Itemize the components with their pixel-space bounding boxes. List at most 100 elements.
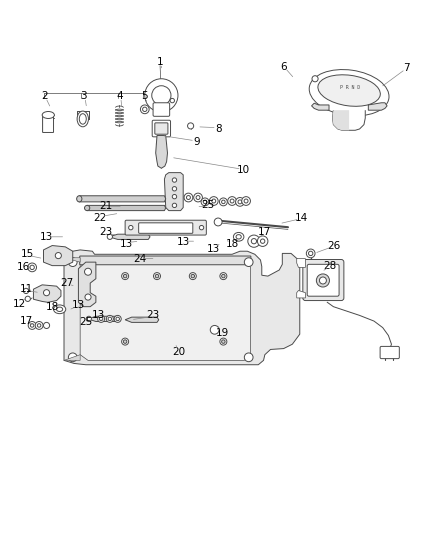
- Ellipse shape: [233, 232, 244, 241]
- Circle shape: [30, 324, 34, 327]
- Circle shape: [238, 200, 242, 204]
- Polygon shape: [109, 234, 150, 239]
- Circle shape: [172, 195, 177, 199]
- Circle shape: [107, 234, 113, 239]
- Polygon shape: [77, 196, 166, 202]
- Text: 16: 16: [17, 262, 30, 272]
- Text: 9: 9: [193, 137, 200, 147]
- Polygon shape: [33, 285, 61, 302]
- Circle shape: [172, 203, 177, 207]
- Circle shape: [194, 193, 202, 202]
- Circle shape: [85, 268, 92, 275]
- Ellipse shape: [152, 86, 171, 105]
- Text: 22: 22: [94, 213, 107, 223]
- Ellipse shape: [145, 79, 178, 112]
- Circle shape: [214, 218, 222, 226]
- Circle shape: [124, 340, 127, 343]
- Circle shape: [155, 274, 159, 278]
- Circle shape: [258, 236, 268, 246]
- Circle shape: [55, 253, 61, 259]
- Text: 4: 4: [116, 91, 123, 101]
- Polygon shape: [88, 316, 121, 321]
- FancyBboxPatch shape: [155, 123, 168, 134]
- Text: 3: 3: [80, 91, 87, 101]
- FancyBboxPatch shape: [307, 264, 339, 296]
- Circle shape: [122, 272, 129, 280]
- Ellipse shape: [309, 70, 389, 116]
- Text: 27: 27: [60, 278, 74, 288]
- Text: 10: 10: [237, 165, 250, 175]
- Polygon shape: [125, 317, 159, 322]
- Polygon shape: [297, 290, 305, 298]
- FancyBboxPatch shape: [139, 223, 193, 233]
- Circle shape: [153, 272, 160, 280]
- Polygon shape: [164, 173, 183, 211]
- Text: P R N D: P R N D: [340, 85, 360, 90]
- Circle shape: [209, 197, 218, 205]
- Circle shape: [350, 92, 354, 96]
- Text: 25: 25: [201, 200, 215, 211]
- Text: 13: 13: [207, 244, 220, 254]
- Polygon shape: [297, 259, 305, 268]
- Circle shape: [210, 326, 219, 334]
- Polygon shape: [155, 135, 167, 168]
- Circle shape: [251, 239, 257, 244]
- Circle shape: [222, 200, 225, 204]
- Circle shape: [228, 197, 237, 205]
- Polygon shape: [85, 205, 166, 211]
- Ellipse shape: [42, 111, 54, 118]
- Text: 23: 23: [146, 310, 159, 320]
- Polygon shape: [80, 258, 251, 360]
- Circle shape: [316, 274, 329, 287]
- Circle shape: [236, 198, 244, 206]
- Circle shape: [187, 123, 194, 129]
- Text: 20: 20: [172, 346, 185, 357]
- Circle shape: [248, 235, 260, 247]
- Circle shape: [261, 239, 265, 244]
- Circle shape: [28, 263, 36, 272]
- Polygon shape: [311, 103, 329, 110]
- Circle shape: [37, 324, 41, 327]
- Polygon shape: [78, 262, 96, 306]
- Polygon shape: [332, 110, 365, 130]
- Text: 8: 8: [215, 124, 222, 134]
- Circle shape: [23, 288, 28, 294]
- Circle shape: [189, 272, 196, 280]
- Circle shape: [222, 340, 225, 343]
- Circle shape: [43, 289, 49, 296]
- Text: 1: 1: [157, 57, 163, 67]
- Circle shape: [222, 274, 225, 278]
- Text: 15: 15: [21, 249, 35, 259]
- Ellipse shape: [57, 307, 63, 311]
- Circle shape: [230, 199, 234, 203]
- Circle shape: [244, 258, 253, 266]
- Circle shape: [312, 76, 318, 82]
- Circle shape: [25, 296, 30, 302]
- Circle shape: [124, 274, 127, 278]
- FancyBboxPatch shape: [125, 220, 206, 235]
- Text: 26: 26: [327, 240, 340, 251]
- Ellipse shape: [85, 205, 90, 211]
- Text: 25: 25: [79, 317, 92, 327]
- Text: 5: 5: [141, 91, 148, 101]
- Polygon shape: [64, 250, 300, 365]
- Text: 13: 13: [120, 239, 133, 249]
- Text: 11: 11: [19, 284, 33, 294]
- Text: 28: 28: [324, 261, 337, 271]
- Text: 2: 2: [41, 91, 48, 101]
- Text: 13: 13: [72, 300, 85, 310]
- Circle shape: [43, 322, 49, 328]
- Text: 6: 6: [280, 61, 287, 71]
- Polygon shape: [64, 354, 80, 360]
- Circle shape: [35, 321, 43, 329]
- Circle shape: [172, 187, 177, 191]
- Text: 7: 7: [403, 63, 410, 73]
- Circle shape: [244, 199, 248, 203]
- Text: 18: 18: [226, 239, 239, 249]
- Circle shape: [86, 316, 92, 321]
- FancyBboxPatch shape: [303, 260, 344, 301]
- Circle shape: [99, 317, 103, 321]
- Circle shape: [212, 199, 216, 203]
- Ellipse shape: [53, 305, 66, 313]
- Circle shape: [187, 196, 191, 199]
